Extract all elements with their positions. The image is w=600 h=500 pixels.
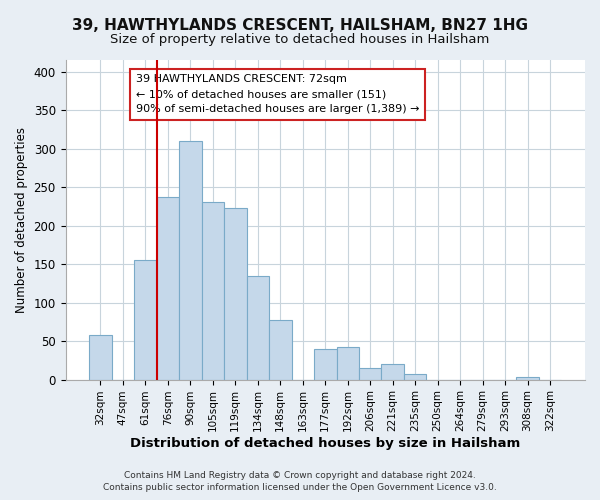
Bar [134, 260, 157, 380]
Bar [89, 335, 112, 380]
Text: 39 HAWTHYLANDS CRESCENT: 72sqm
← 10% of detached houses are smaller (151)
90% of: 39 HAWTHYLANDS CRESCENT: 72sqm ← 10% of … [136, 74, 419, 114]
Bar [404, 374, 427, 380]
Bar [224, 208, 247, 380]
Y-axis label: Number of detached properties: Number of detached properties [15, 127, 28, 313]
Bar [382, 364, 404, 380]
Bar [157, 197, 179, 380]
Text: Contains HM Land Registry data © Crown copyright and database right 2024.
Contai: Contains HM Land Registry data © Crown c… [103, 471, 497, 492]
Bar [247, 276, 269, 380]
Bar [517, 378, 539, 380]
X-axis label: Distribution of detached houses by size in Hailsham: Distribution of detached houses by size … [130, 437, 520, 450]
Bar [179, 141, 202, 380]
Bar [314, 349, 337, 380]
Text: Size of property relative to detached houses in Hailsham: Size of property relative to detached ho… [110, 32, 490, 46]
Text: 39, HAWTHYLANDS CRESCENT, HAILSHAM, BN27 1HG: 39, HAWTHYLANDS CRESCENT, HAILSHAM, BN27… [72, 18, 528, 32]
Bar [269, 320, 292, 380]
Bar [337, 348, 359, 380]
Bar [359, 368, 382, 380]
Bar [202, 202, 224, 380]
